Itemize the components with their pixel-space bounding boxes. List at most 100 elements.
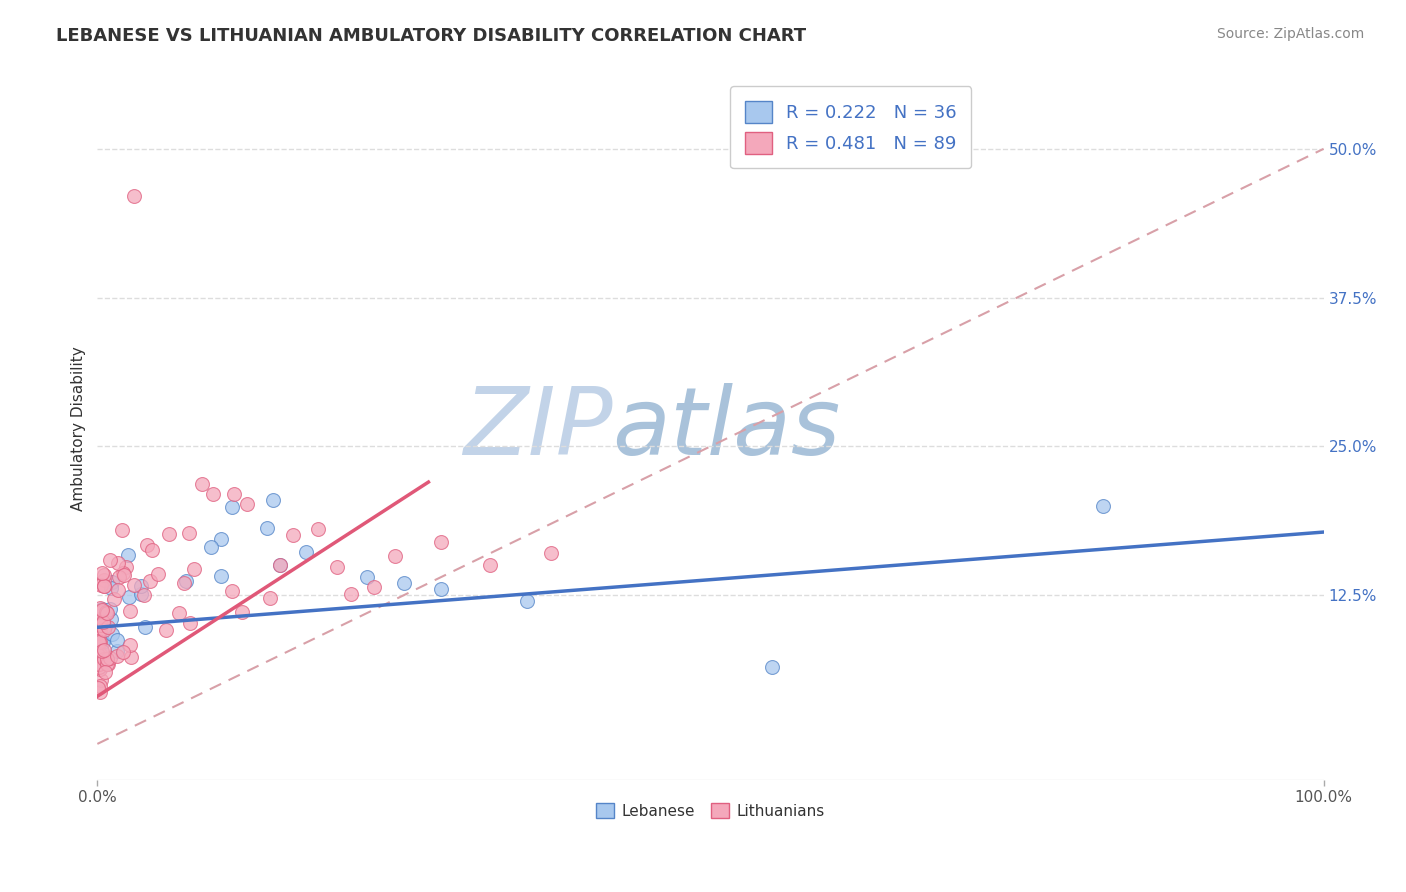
Point [135,538,157,552]
Point [93,643,115,657]
Point [356,570,378,584]
Point [112,566,135,580]
Text: atlas: atlas [613,383,841,474]
Point [93,574,115,588]
Point [340,587,363,601]
Point [90,673,112,688]
Point [91,644,114,658]
Point [91,635,114,649]
Point [90,643,112,657]
Y-axis label: Ambulatory Disability: Ambulatory Disability [72,346,86,511]
Point [87,626,110,640]
Point [96,652,118,666]
Point [94,605,117,619]
Point [89,634,111,648]
Point [115,559,138,574]
Point [89,648,111,662]
Point [98,601,121,615]
Point [179,616,201,631]
Point [167,606,190,620]
Point [87,657,110,672]
Point [141,543,163,558]
Point [93,635,115,649]
Point [112,645,135,659]
Point [120,649,142,664]
Point [89,623,111,637]
Point [429,582,451,597]
Point [93,579,115,593]
Point [148,566,170,581]
Point [173,575,195,590]
Point [105,644,128,658]
Legend: Lebanese, Lithuanians: Lebanese, Lithuanians [591,797,831,824]
Point [89,679,111,693]
Point [96,607,118,621]
Point [87,660,110,674]
Point [269,558,291,573]
Point [98,553,121,567]
Point [200,540,222,554]
Text: ZIP: ZIP [463,383,613,474]
Point [122,578,145,592]
Point [269,558,291,573]
Point [112,568,135,582]
Point [281,528,304,542]
Point [89,634,111,648]
Point [209,532,232,546]
Point [120,604,142,618]
Point [87,633,110,648]
Point [107,582,129,597]
Point [134,620,156,634]
Point [117,548,139,562]
Point [89,662,111,676]
Point [93,651,115,665]
Point [201,487,224,501]
Point [429,534,451,549]
Point [295,545,318,559]
Point [87,626,110,640]
Point [91,603,114,617]
Point [100,582,122,596]
Point [515,594,537,608]
Point [91,566,114,580]
Point [89,612,111,626]
Point [131,579,153,593]
Point [87,615,110,629]
Point [105,649,128,664]
Point [392,576,415,591]
Point [89,601,111,615]
Point [478,558,501,573]
Point [183,562,205,576]
Point [176,574,198,589]
Point [179,526,201,541]
Point [224,487,246,501]
Point [117,590,139,604]
Point [131,586,153,600]
Point [91,659,114,673]
Point [90,605,112,619]
Point [97,657,120,671]
Point [111,523,134,537]
Point [107,556,129,570]
Point [93,568,115,582]
Point [91,601,114,615]
Point [1091,499,1114,513]
Point [89,634,111,648]
Point [191,476,214,491]
Point [98,650,121,665]
Point [761,659,783,673]
Point [89,617,111,632]
Point [96,657,118,671]
Point [307,522,329,536]
Point [139,574,162,588]
Point [87,681,110,696]
Point [101,574,124,589]
Point [259,591,281,606]
Point [87,648,110,662]
Point [236,497,259,511]
Point [94,665,117,679]
Point [91,615,114,630]
Point [118,638,141,652]
Point [93,578,115,592]
Point [122,189,145,203]
